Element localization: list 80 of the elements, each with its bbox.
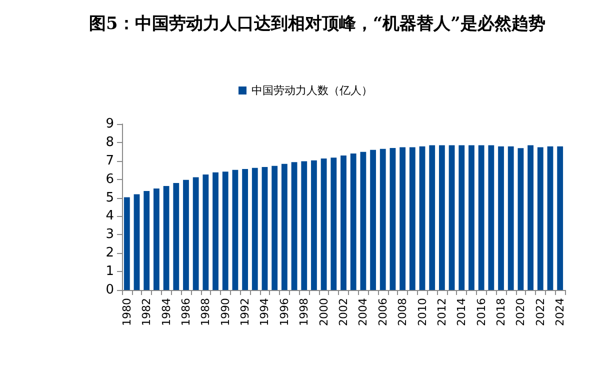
bar bbox=[173, 183, 180, 290]
bar bbox=[380, 148, 386, 290]
x-tick-label: 1996 bbox=[278, 298, 291, 326]
bar bbox=[438, 145, 445, 290]
x-tick-label: 2010 bbox=[416, 298, 429, 326]
x-tick-label: 1980 bbox=[120, 298, 134, 326]
x-tick-label: 2000 bbox=[317, 298, 330, 326]
y-tick-label: 1 bbox=[106, 264, 114, 280]
bar bbox=[232, 170, 238, 290]
bar bbox=[134, 194, 140, 290]
bar bbox=[202, 174, 209, 290]
y-tick-label: 2 bbox=[106, 246, 114, 261]
x-tick-label: 2008 bbox=[396, 298, 410, 326]
bar bbox=[311, 160, 317, 290]
bar bbox=[557, 146, 564, 290]
bar bbox=[478, 145, 484, 290]
bar bbox=[330, 158, 337, 290]
bar bbox=[301, 161, 308, 290]
bar bbox=[144, 190, 150, 290]
bar bbox=[281, 164, 288, 290]
legend-label: 中国劳动力人数（亿人） bbox=[252, 84, 372, 97]
bar bbox=[508, 146, 514, 290]
y-tick-label: 6 bbox=[106, 172, 114, 187]
bar bbox=[272, 166, 278, 290]
bar bbox=[222, 172, 228, 290]
bar bbox=[360, 152, 366, 290]
x-tick-label: 1986 bbox=[179, 298, 192, 326]
x-tick-label: 2014 bbox=[455, 298, 468, 326]
bar bbox=[409, 147, 416, 290]
x-tick-label: 1984 bbox=[160, 298, 173, 326]
bar bbox=[390, 148, 396, 290]
chart-title: 图5：中国劳动力人口达到相对顶峰，“机器替人”是必然趋势 bbox=[89, 14, 546, 34]
x-tick-label: 1988 bbox=[199, 298, 212, 326]
x-tick-label: 1998 bbox=[298, 298, 311, 326]
bar bbox=[183, 180, 189, 290]
x-tick-label: 1982 bbox=[140, 298, 154, 326]
bar bbox=[320, 158, 327, 290]
bar bbox=[429, 145, 436, 290]
x-tick-label: 2012 bbox=[435, 298, 448, 326]
bar bbox=[163, 186, 170, 290]
x-tick-label: 1992 bbox=[238, 298, 252, 326]
y-tick-label: 3 bbox=[106, 227, 114, 242]
bar bbox=[518, 148, 524, 290]
bar bbox=[252, 168, 258, 290]
x-tick-label: 2022 bbox=[534, 298, 547, 326]
bar bbox=[340, 156, 346, 290]
bar bbox=[537, 147, 544, 290]
x-tick-label: 1990 bbox=[218, 298, 232, 326]
y-tick-label: 0 bbox=[106, 282, 114, 298]
bar bbox=[212, 172, 218, 290]
x-tick-label: 2020 bbox=[514, 298, 528, 326]
bar bbox=[400, 147, 406, 290]
bar bbox=[124, 197, 130, 290]
bar bbox=[488, 145, 494, 290]
bar bbox=[448, 145, 455, 290]
bar bbox=[547, 146, 554, 290]
y-tick-label: 9 bbox=[106, 116, 114, 132]
bar bbox=[350, 154, 356, 290]
bar bbox=[291, 162, 298, 290]
x-tick-label: 2016 bbox=[474, 298, 488, 326]
y-tick-label: 4 bbox=[106, 208, 114, 224]
x-tick-label: 2002 bbox=[337, 298, 350, 326]
bar bbox=[154, 188, 160, 290]
y-tick-label: 5 bbox=[106, 190, 114, 206]
y-tick-label: 8 bbox=[106, 134, 114, 150]
x-tick-label: 2006 bbox=[376, 298, 390, 326]
bar bbox=[262, 166, 268, 290]
bar bbox=[498, 146, 504, 290]
y-tick-label: 7 bbox=[106, 153, 114, 168]
x-tick-label: 2004 bbox=[356, 298, 370, 326]
x-tick-label: 1994 bbox=[258, 298, 272, 326]
bar bbox=[370, 150, 376, 290]
x-tick-label: 2024 bbox=[554, 298, 567, 326]
bar bbox=[468, 145, 474, 290]
bar bbox=[528, 145, 534, 290]
x-tick-label: 2018 bbox=[494, 298, 508, 326]
bar bbox=[419, 146, 426, 290]
bar bbox=[458, 145, 465, 290]
bar bbox=[242, 169, 248, 290]
bar bbox=[192, 177, 199, 290]
